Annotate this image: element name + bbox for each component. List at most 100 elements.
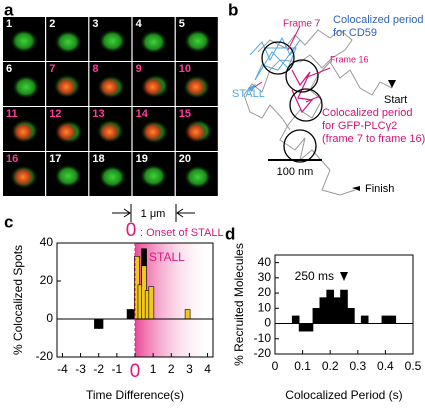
y-tick-label: 0 xyxy=(46,311,53,325)
tile: 16 xyxy=(3,152,45,196)
tile: 12 xyxy=(46,107,89,151)
red-spot xyxy=(11,166,35,188)
frame-number: 4 xyxy=(136,18,143,30)
x-tick-label: 0.1 xyxy=(294,359,311,373)
x-axis-label: Colocalized Period (s) xyxy=(285,388,402,402)
green-spot xyxy=(139,30,168,54)
frame7-label: Frame 7 xyxy=(283,19,321,30)
frame-number: 7 xyxy=(49,63,55,75)
frame16-label: Frame 16 xyxy=(330,54,369,64)
red-spot xyxy=(97,121,122,143)
tile: 4 xyxy=(132,17,175,61)
red-spot xyxy=(97,76,122,98)
x-axis-label: Time Difference(s) xyxy=(86,388,184,402)
plot-frame xyxy=(274,254,414,355)
green-spot xyxy=(10,29,38,53)
tile: 3 xyxy=(89,17,132,61)
green-spot xyxy=(139,164,168,188)
red-spot xyxy=(183,76,208,98)
y-tick-label: -10 xyxy=(254,331,272,345)
frame-number: 12 xyxy=(49,108,61,120)
scale-label: 1 μm xyxy=(141,208,166,220)
onset-label: : Onset of STALL xyxy=(140,227,224,239)
red-spot xyxy=(140,76,165,98)
bar xyxy=(291,315,300,324)
frame-number: 8 xyxy=(92,63,98,75)
y-tick-label: 20 xyxy=(258,285,272,299)
frame-number: 6 xyxy=(6,63,12,75)
y-tick-label: 40 xyxy=(258,255,272,269)
frame-number: 3 xyxy=(92,18,98,30)
tile: 14 xyxy=(132,107,175,151)
start-label: Start xyxy=(384,94,407,106)
y-axis-label: % Recruited Molecules xyxy=(232,243,246,366)
bar xyxy=(298,323,307,332)
y-tick-label: 0 xyxy=(264,316,271,330)
x-tick-label: 1 xyxy=(150,362,157,376)
x-tick-label: 0.3 xyxy=(349,359,366,373)
bar xyxy=(319,297,328,324)
x-tick-label: -1 xyxy=(112,362,123,376)
plc-note: (frame 7 to frame 16) xyxy=(322,133,425,145)
frame-number: 11 xyxy=(6,108,18,120)
green-spot xyxy=(98,29,127,53)
bar xyxy=(347,308,355,324)
tile: 5 xyxy=(175,17,218,61)
green-spot xyxy=(54,164,83,188)
x-tick-label: 0.2 xyxy=(322,359,339,373)
tile: 15 xyxy=(175,107,218,151)
tile: 17 xyxy=(46,152,89,196)
frame-number: 13 xyxy=(92,108,104,120)
panel-label: d xyxy=(225,224,235,243)
panel-label: b xyxy=(228,0,238,19)
tile: 11 xyxy=(3,107,45,151)
bar xyxy=(305,323,314,332)
tile: 8 xyxy=(89,62,132,106)
green-spot xyxy=(54,30,83,54)
panel-label: a xyxy=(4,0,14,19)
bar xyxy=(148,286,155,320)
bar xyxy=(97,318,104,329)
x-tick-label: 3 xyxy=(186,362,193,376)
green-spot xyxy=(12,75,40,99)
frame-number: 19 xyxy=(136,153,148,165)
frame-number: 9 xyxy=(136,63,142,75)
red-spot xyxy=(54,76,79,98)
annotation-arrow xyxy=(340,272,348,281)
tile: 6 xyxy=(3,62,45,106)
tile: 7 xyxy=(46,62,89,106)
x-tick-label: -4 xyxy=(57,362,68,376)
finish-label: Finish xyxy=(365,183,394,195)
tile: 18 xyxy=(89,152,132,196)
red-spot xyxy=(11,121,35,143)
y-tick-label: 40 xyxy=(40,235,54,249)
frame-number: 2 xyxy=(49,18,55,30)
bar xyxy=(333,297,341,324)
frame-number: 14 xyxy=(136,108,149,120)
tile: 9 xyxy=(132,62,175,106)
bar xyxy=(340,289,348,324)
x-tick-label: 0 xyxy=(130,361,141,382)
tile: 10 xyxy=(175,62,218,106)
frame-number: 20 xyxy=(179,153,191,165)
cd59-note: Colocalized period xyxy=(333,14,424,26)
frame-number: 5 xyxy=(179,18,185,30)
green-spot xyxy=(183,29,212,53)
x-tick-label: 0 xyxy=(272,359,279,373)
legend-label: STALL xyxy=(149,250,185,264)
onset-zero: 0 xyxy=(126,220,137,241)
tile: 19 xyxy=(132,152,175,196)
bar xyxy=(360,315,369,324)
tile: 13 xyxy=(89,107,132,151)
y-tick-label: 10 xyxy=(258,300,272,314)
x-tick-label: 0.4 xyxy=(377,359,394,373)
y-axis-label: % Colocalized Spots xyxy=(11,245,25,355)
panel-label: c xyxy=(4,212,13,231)
scale-label: 100 nm xyxy=(277,166,314,178)
x-tick-label: 0.5 xyxy=(405,359,422,373)
tile: 2 xyxy=(46,17,89,61)
y-tick-label: 20 xyxy=(40,273,54,287)
